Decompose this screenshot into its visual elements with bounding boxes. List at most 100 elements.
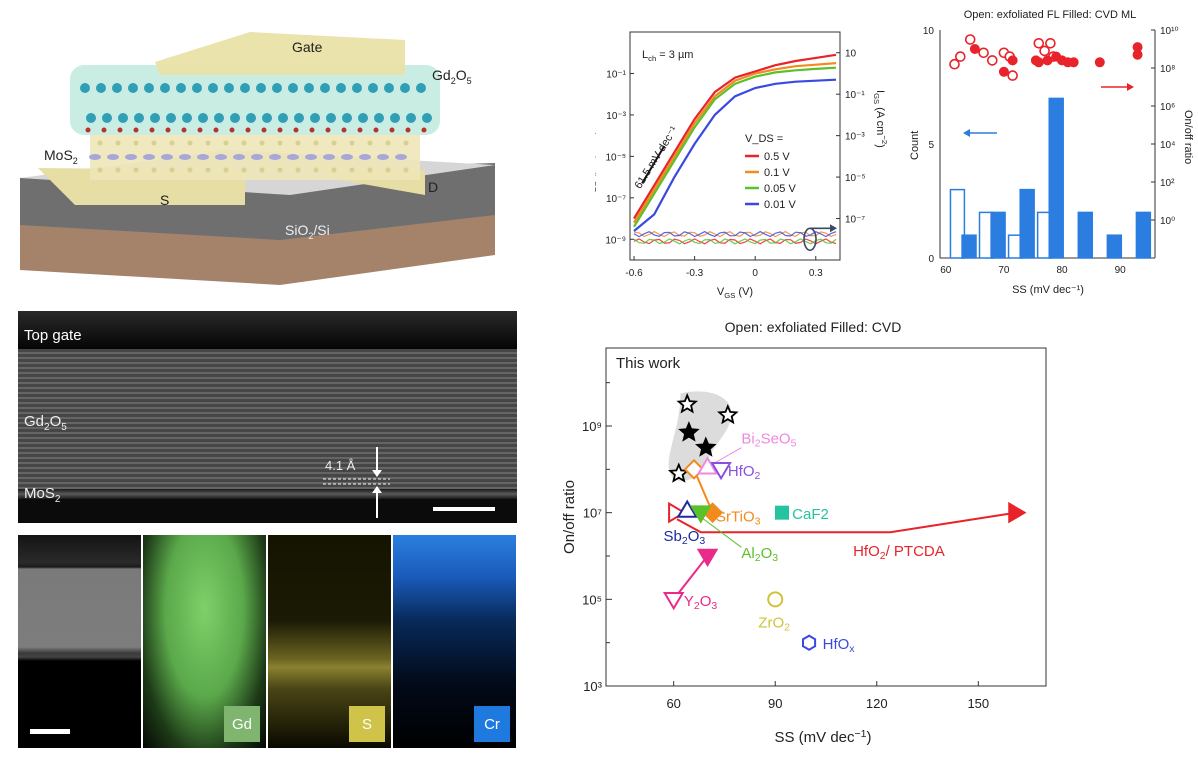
s-atom xyxy=(349,167,355,173)
s-atom xyxy=(241,167,247,173)
label-hfo2ptcda: HfO2/ PTCDA xyxy=(853,543,945,562)
y-axis-label: On/off ratio xyxy=(561,480,578,554)
label-al2o3: Al2O3 xyxy=(741,545,778,564)
s-atom xyxy=(295,140,301,146)
eds-tag-s: S xyxy=(349,706,385,742)
s-atom xyxy=(259,167,265,173)
curve-0.1V xyxy=(633,62,837,224)
gd-atom xyxy=(150,113,160,123)
s-atom xyxy=(223,140,229,146)
y-axis-label: IDS (µA µm−1) xyxy=(595,130,598,195)
y-tick-label: 10⁻⁹ xyxy=(605,235,626,246)
gd-atom xyxy=(400,83,410,93)
gd-atom xyxy=(176,83,186,93)
label-sb2o3: Sb2O3 xyxy=(664,528,706,547)
gd-atom xyxy=(272,83,282,93)
ss-histogram-chart: Open: exfoliated FL Filled: CVD ML 0 5 10 60… xyxy=(890,0,1198,300)
s-atom xyxy=(385,167,391,173)
point-open xyxy=(964,34,976,45)
gd-atom xyxy=(230,113,240,123)
y2-tick-label: 10⁰ xyxy=(1160,216,1175,227)
y-tick-label: 10⁷ xyxy=(583,506,602,521)
y-tick-label: 10⁹ xyxy=(582,419,602,434)
gd-atom xyxy=(294,113,304,123)
x-tick-label: 60 xyxy=(940,265,952,276)
legend-title: V_DS = xyxy=(745,133,783,145)
highlight-label: This work xyxy=(616,355,681,372)
x-tick-label: 120 xyxy=(866,696,888,711)
eds-tag-cr: Cr xyxy=(474,706,510,742)
s-atom xyxy=(331,167,337,173)
s-atom xyxy=(115,140,121,146)
o-atom xyxy=(197,127,203,133)
y2-tick-label: 10⁶ xyxy=(1160,102,1175,113)
top-gate-region xyxy=(18,311,517,349)
o-atom xyxy=(389,127,395,133)
gd-atom xyxy=(390,113,400,123)
point-filled xyxy=(1007,55,1018,66)
s-atom xyxy=(385,140,391,146)
label-source: S xyxy=(160,192,169,208)
gd-atom xyxy=(358,113,368,123)
s-atom xyxy=(151,167,157,173)
s-atom xyxy=(403,140,409,146)
x-axis-label: SS (mV dec−1) xyxy=(774,728,871,746)
s-atom xyxy=(295,167,301,173)
bar-filled xyxy=(961,234,977,259)
y2-axis-label: IGS (A cm−2) xyxy=(872,90,889,148)
gate-electrode xyxy=(155,32,405,75)
mo-atom xyxy=(179,154,191,160)
label-srtio3: SrTiO3 xyxy=(716,508,761,527)
o-atom xyxy=(261,127,267,133)
x-axis-label: VGS (V) xyxy=(717,286,753,300)
gd-atom xyxy=(256,83,266,93)
o-atom xyxy=(133,127,139,133)
marker-thiswork xyxy=(678,421,700,442)
marker-thiswork xyxy=(717,403,739,425)
gd-atom xyxy=(128,83,138,93)
mo-atom xyxy=(269,154,281,160)
leakage-0.5V xyxy=(633,238,837,245)
mos2-atoms xyxy=(89,140,409,173)
point-open xyxy=(1045,37,1056,49)
eds-scale-bar xyxy=(30,729,70,734)
this-work-region xyxy=(668,391,732,481)
gd-atom xyxy=(336,83,346,93)
marker-hfo2 xyxy=(710,462,732,481)
point-filled xyxy=(1042,55,1053,66)
gd-atom xyxy=(102,113,112,123)
gd-atom xyxy=(288,83,298,93)
o-atom xyxy=(325,127,331,133)
x-tick-label: 90 xyxy=(768,696,782,711)
label-zro2: ZrO2 xyxy=(758,615,790,634)
o-atom xyxy=(341,127,347,133)
y2-tick-label: 10⁴ xyxy=(1160,140,1175,151)
marker-bi2seo5 xyxy=(696,456,719,475)
x-tick-label: 60 xyxy=(666,696,680,711)
mo-atom xyxy=(251,154,263,160)
device-schematic-drawing: Gate Gd2O5 MoS2 S D SiO2/Si xyxy=(20,32,495,285)
y-tick-label: 10⁻¹ xyxy=(606,69,626,80)
mos2-region xyxy=(18,489,517,499)
y-axis-label: Count xyxy=(909,131,921,160)
label-gd2o5: Gd2O5 xyxy=(24,413,67,433)
label-gd2o5: Gd2O5 xyxy=(432,67,472,86)
o-atom xyxy=(293,127,299,133)
eds-haadf-map xyxy=(18,535,141,748)
bar-filled xyxy=(1077,211,1093,259)
s-atom xyxy=(169,140,175,146)
curve-0.5V xyxy=(633,53,837,220)
bar-filled xyxy=(1106,234,1123,259)
x-tick-label: 80 xyxy=(1056,265,1068,276)
gd-atom xyxy=(278,113,288,123)
scale-bar xyxy=(433,507,495,511)
mo-atom xyxy=(233,154,245,160)
x-tick-label: 0.3 xyxy=(809,268,823,279)
gd-atom xyxy=(192,83,202,93)
o-atom xyxy=(357,127,363,133)
o-atom xyxy=(213,127,219,133)
slope-indicator xyxy=(641,145,666,184)
y-tick-label: 10 xyxy=(923,26,935,37)
gd2o5-lattice-region xyxy=(18,349,517,489)
gd-atom xyxy=(320,83,330,93)
